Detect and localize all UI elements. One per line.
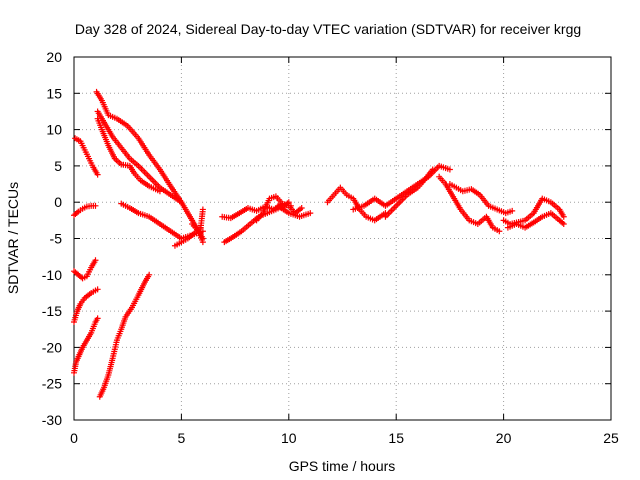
data-point (92, 202, 99, 209)
data-point (496, 228, 503, 235)
y-tick-label: -25 (42, 376, 62, 392)
data-point (146, 271, 153, 278)
y-tick-label: 0 (54, 194, 62, 210)
y-tick-label: -30 (42, 412, 62, 428)
y-tick-label: 10 (46, 122, 62, 138)
x-tick-label: 5 (178, 430, 186, 446)
data-point (199, 239, 206, 246)
data-point (199, 206, 206, 213)
y-tick-label: 15 (46, 85, 62, 101)
y-tick-label: -20 (42, 339, 62, 355)
x-axis-title: GPS time / hours (289, 458, 396, 474)
y-tick-label: -15 (42, 303, 62, 319)
x-tick-label: 0 (70, 430, 78, 446)
y-axis-title: SDTVAR / TECUs (5, 182, 21, 294)
data-point (298, 205, 305, 212)
y-tick-label: 20 (46, 49, 62, 65)
data-point (429, 166, 436, 173)
y-tick-label: -10 (42, 267, 62, 283)
data-point (560, 213, 567, 220)
data-point (560, 220, 567, 227)
y-tick-label: -5 (50, 231, 63, 247)
data-point (446, 166, 453, 173)
data-point (178, 199, 185, 206)
x-tick-label: 15 (388, 430, 404, 446)
data-point (307, 210, 314, 217)
x-tick-label: 25 (603, 430, 619, 446)
data-point (94, 171, 101, 178)
data-point (156, 188, 163, 195)
x-tick-label: 10 (281, 430, 297, 446)
data-point (92, 257, 99, 264)
data-points (71, 88, 567, 400)
chart-title: Day 328 of 2024, Sidereal Day-to-day VTE… (75, 21, 581, 37)
data-point (509, 207, 516, 214)
axis-ticks: 0 5 10 15 20 25 -30 -25 -20 -15 -10 -5 0 5 10 15 20 (42, 49, 619, 446)
y-tick-label: 5 (54, 158, 62, 174)
x-tick-label: 20 (496, 430, 512, 446)
grid-lines (74, 57, 611, 420)
data-point (94, 286, 101, 293)
data-point (94, 315, 101, 322)
